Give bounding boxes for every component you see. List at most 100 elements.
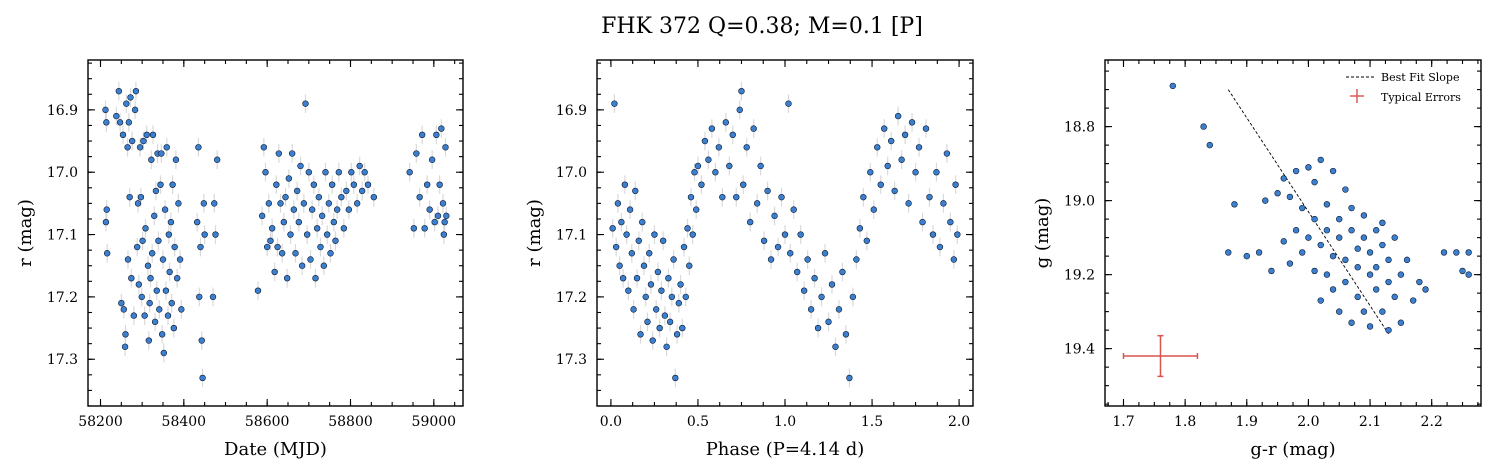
data-point (267, 237, 274, 244)
data-point (277, 200, 284, 207)
data-point (1373, 227, 1380, 234)
tick-labels: 1.7 1.8 1.9 2.0 2.1 2.2 18.8 19.0 19.2 19.4 (1064, 120, 1443, 430)
data-point (128, 137, 136, 145)
data-point (262, 169, 269, 176)
data-point (193, 218, 201, 226)
data-point (1299, 204, 1306, 212)
data-point (361, 169, 368, 176)
data-point (332, 237, 339, 244)
data-point (128, 274, 135, 282)
data-point (131, 106, 139, 114)
data-point (905, 200, 912, 207)
data-point (348, 169, 355, 176)
data-point (877, 181, 884, 188)
data-point (315, 193, 323, 201)
data-point (161, 206, 169, 213)
data-point (611, 100, 618, 107)
axes-frame (87, 59, 464, 407)
data-point (212, 231, 219, 238)
data-point (785, 100, 792, 107)
data-point (152, 187, 160, 195)
data-point (1354, 293, 1361, 301)
data-point (134, 200, 142, 207)
data-point (912, 169, 919, 176)
y-tick-label: 19.2 (1064, 268, 1095, 284)
data-point (926, 193, 933, 201)
data-point (609, 225, 616, 232)
data-point (426, 206, 433, 213)
data-point (767, 256, 775, 263)
data-point (800, 287, 808, 294)
data-point (619, 274, 627, 282)
data-point (771, 212, 778, 220)
data-point (1336, 215, 1343, 223)
data-point (300, 200, 308, 207)
data-point (691, 169, 698, 176)
data-point (418, 131, 426, 139)
data-point (439, 200, 447, 207)
data-point (325, 200, 333, 207)
data-point (651, 231, 658, 238)
data-point (950, 256, 958, 263)
data-point (760, 237, 768, 244)
data-point (625, 287, 632, 294)
data-point (793, 268, 801, 276)
data-point (919, 218, 926, 226)
data-point (632, 187, 639, 195)
data-point (163, 144, 170, 151)
data-point (1391, 234, 1398, 241)
data-point (151, 318, 159, 326)
data-point (340, 225, 348, 232)
data-point (138, 293, 145, 301)
data-point (1280, 175, 1287, 182)
data-point (313, 225, 321, 232)
data-point (144, 262, 152, 269)
data-point (675, 299, 683, 307)
color-magnitude-panel: 1.7 1.8 1.9 2.0 2.1 2.2 18.8 19.0 19.2 19.4 Best … (1032, 59, 1482, 460)
y-tick-label: 16.9 (47, 103, 78, 119)
data-point (1317, 241, 1324, 249)
x-tick-label: 58600 (245, 414, 290, 430)
data-point (1317, 156, 1324, 164)
data-point (628, 250, 636, 257)
data-point (687, 193, 695, 201)
data-point (1292, 167, 1300, 175)
data-point (170, 324, 178, 332)
data-point (867, 169, 874, 176)
data-point (891, 187, 898, 195)
data-point (197, 243, 204, 251)
data-point (140, 137, 147, 145)
data-point (1397, 319, 1405, 326)
data-point (661, 312, 669, 319)
data-point (130, 312, 138, 319)
data-point (781, 231, 789, 238)
legend-error-label: Typical Errors (1381, 91, 1461, 104)
y-tick-label: 18.8 (1064, 120, 1095, 136)
data-point (694, 162, 702, 170)
data-point (1366, 323, 1374, 330)
data-point (213, 156, 221, 163)
data-point (103, 250, 111, 257)
data-point (825, 318, 832, 326)
data-point (679, 324, 686, 332)
data-point (433, 131, 440, 139)
data-point (298, 262, 306, 269)
data-point (158, 331, 166, 338)
data-point (1409, 297, 1417, 304)
data-point (894, 112, 902, 120)
data-point (428, 156, 436, 163)
data-point (166, 268, 173, 276)
data-point (1348, 227, 1355, 234)
data-point (441, 218, 448, 226)
data-point (729, 131, 736, 139)
data-point (668, 293, 676, 301)
data-point (1397, 271, 1405, 278)
data-point (120, 306, 128, 313)
data-point (308, 206, 316, 213)
data-point (635, 237, 642, 244)
legend-error-swatch (1350, 89, 1364, 103)
y-tick-label: 16.9 (556, 103, 587, 119)
data-point (133, 243, 141, 251)
data-point (156, 306, 163, 313)
